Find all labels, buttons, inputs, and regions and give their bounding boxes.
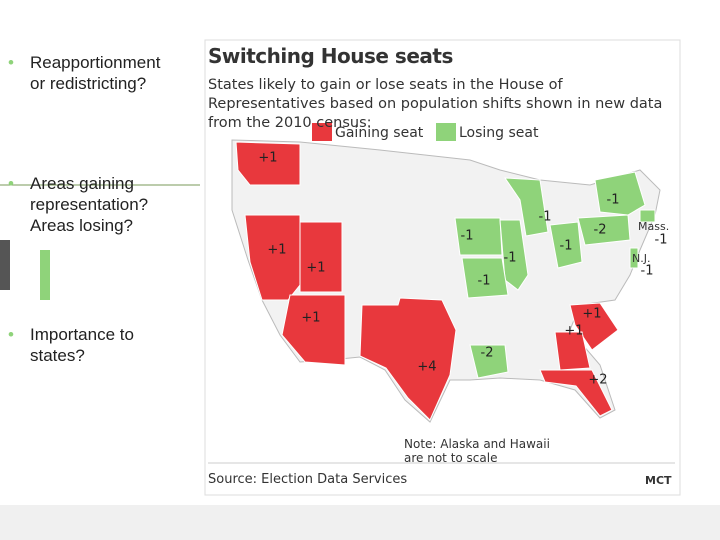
legend-label: Gaining seat	[335, 125, 424, 141]
state-region	[504, 177, 549, 237]
map-subtitle: States likely to gain or lose seats in t…	[208, 77, 663, 131]
state-region	[639, 209, 656, 223]
map-title: Switching House seats	[208, 44, 453, 68]
state-label: -1	[461, 229, 474, 244]
state-label: -2	[594, 223, 607, 238]
bullet: Reapportionment or redistricting?	[8, 52, 180, 94]
state-label: -1	[607, 193, 620, 208]
state-label: -1	[641, 264, 654, 279]
state-region	[554, 331, 591, 371]
state-label: +1	[564, 324, 583, 339]
callout: N.J.	[632, 252, 651, 265]
state-region	[549, 221, 583, 269]
state-region	[577, 214, 631, 246]
state-label: -1	[655, 233, 668, 248]
state-label: +1	[258, 151, 277, 166]
state-region	[299, 221, 343, 293]
state-region	[281, 294, 346, 366]
state-region	[629, 247, 639, 269]
state-label: -1	[560, 239, 573, 254]
state-label: +4	[417, 360, 436, 375]
state-region	[461, 257, 509, 299]
legend-label: Losing seat	[459, 125, 539, 141]
bullet: Importance to states?	[8, 324, 180, 366]
state-region	[469, 344, 509, 379]
legend-swatch	[436, 123, 456, 141]
state-region	[235, 141, 301, 186]
map-credit: MCT	[645, 474, 672, 487]
state-label: +1	[267, 243, 286, 258]
state-label: +1	[301, 311, 320, 326]
map-note: Note: Alaska and Hawaii are not to scale	[404, 437, 550, 465]
state-region	[569, 302, 619, 351]
state-region	[454, 217, 503, 256]
state-label: -2	[481, 346, 494, 361]
deco-bar	[40, 250, 50, 300]
state-region	[244, 214, 301, 301]
state-label: -1	[504, 251, 517, 266]
state-label: +1	[582, 307, 601, 322]
state-label: +2	[588, 373, 607, 388]
state-label: -1	[539, 210, 552, 225]
bullet: Areas gaining representation? Areas losi…	[8, 173, 180, 236]
state-region	[594, 171, 646, 216]
deco-footer	[0, 505, 720, 540]
legend-swatch	[312, 123, 332, 141]
state-region	[539, 369, 613, 417]
state-label: +1	[306, 261, 325, 276]
callout: Mass.	[638, 220, 670, 233]
map-source: Source: Election Data Services	[208, 472, 408, 487]
deco-bar	[0, 240, 10, 290]
state-region	[359, 297, 457, 421]
state-label: -1	[478, 274, 491, 289]
